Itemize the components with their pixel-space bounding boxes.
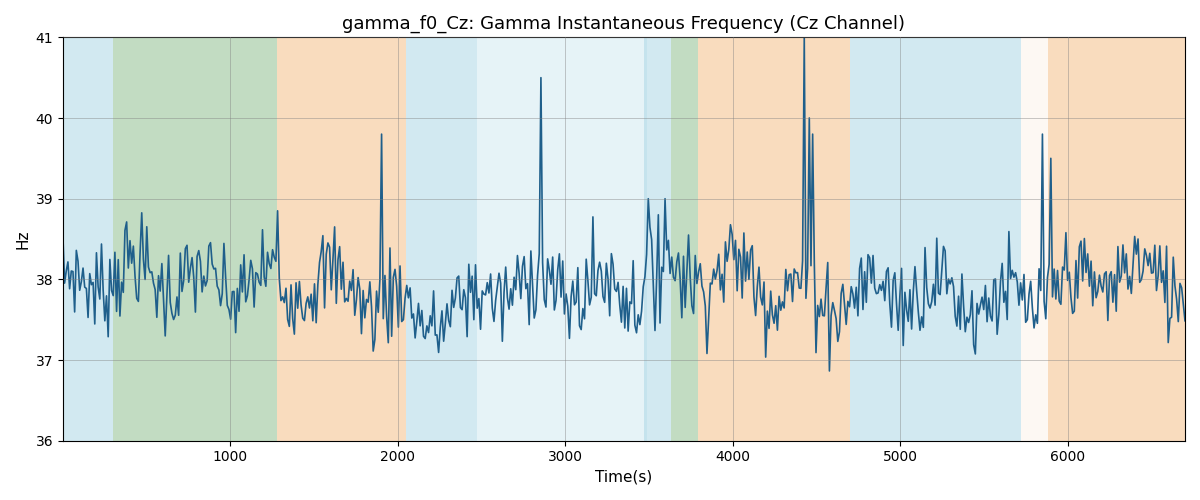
Bar bbox=[407, 38, 476, 440]
Bar bbox=[671, 38, 697, 440]
X-axis label: Time(s): Time(s) bbox=[595, 470, 653, 485]
Bar bbox=[647, 38, 671, 440]
Bar bbox=[1048, 38, 1186, 440]
Bar bbox=[476, 38, 644, 440]
Bar bbox=[1021, 38, 1048, 440]
Title: gamma_f0_Cz: Gamma Instantaneous Frequency (Cz Channel): gamma_f0_Cz: Gamma Instantaneous Frequen… bbox=[342, 15, 906, 34]
Y-axis label: Hz: Hz bbox=[16, 230, 30, 249]
Bar bbox=[644, 38, 647, 440]
Bar bbox=[697, 38, 772, 440]
Bar bbox=[850, 38, 1021, 440]
Bar bbox=[113, 38, 277, 440]
Bar bbox=[62, 38, 113, 440]
Bar bbox=[277, 38, 407, 440]
Bar bbox=[772, 38, 850, 440]
